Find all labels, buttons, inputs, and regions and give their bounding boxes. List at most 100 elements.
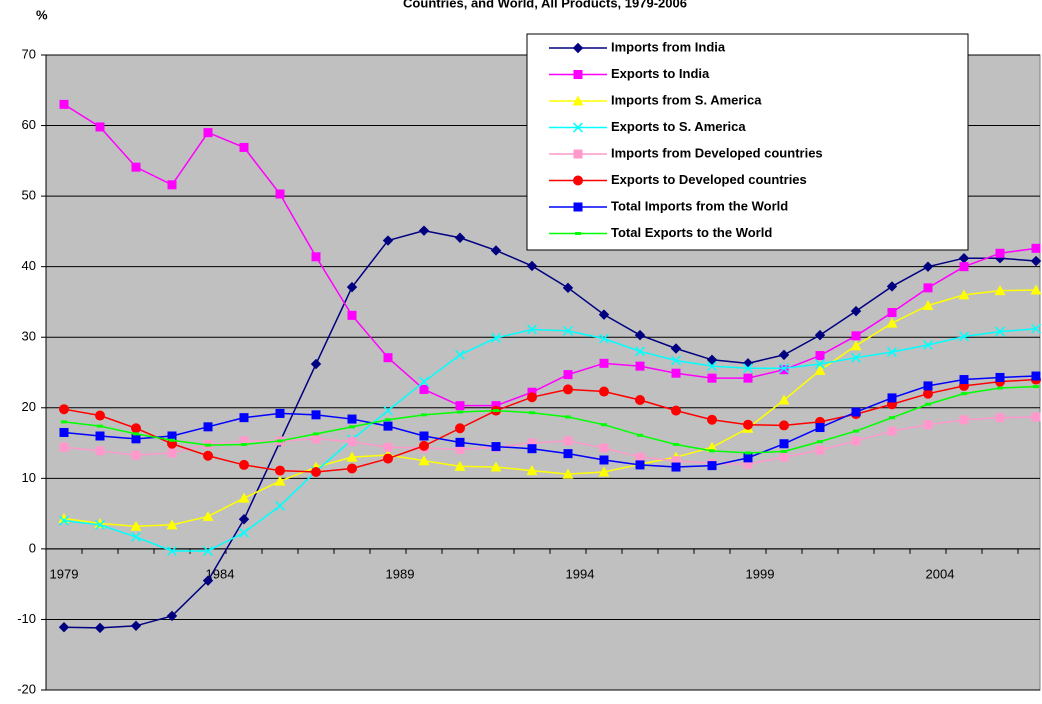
data-point [526,324,538,335]
data-point [529,411,535,415]
data-point [347,414,357,424]
data-point [599,443,609,453]
data-point [347,463,357,474]
data-point [167,180,177,190]
legend-label: Total Imports from the World [611,198,788,213]
data-point [94,622,106,634]
data-point [130,531,142,542]
data-point [601,423,607,427]
data-point [455,423,465,434]
data-point [562,468,574,479]
data-point [275,408,285,418]
legend-marker [572,122,584,133]
data-point [635,361,645,371]
data-point [599,358,609,368]
data-point [743,419,753,430]
data-point [241,442,247,446]
data-point [202,545,214,557]
data-point [670,355,682,366]
data-point [778,394,790,405]
data-point [851,331,861,341]
data-point [995,413,1005,423]
legend-marker [573,149,583,159]
data-point [311,410,321,420]
data-point [923,388,933,399]
data-point [995,372,1005,382]
data-point [563,436,573,446]
data-point [490,461,502,472]
data-point [563,370,573,380]
data-point [635,395,645,406]
data-point [95,410,105,421]
data-point [310,358,322,370]
data-point [419,440,429,451]
legend-marker [575,232,581,235]
data-point [961,392,967,396]
data-point [886,317,898,328]
data-point [994,326,1006,337]
data-point [313,432,319,436]
data-point [274,500,286,511]
x-tick-label: 1984 [206,566,235,581]
data-point [454,460,466,471]
data-point [97,424,103,428]
data-point [997,386,1003,390]
legend-label: Exports to India [611,66,710,81]
data-point [238,492,250,503]
data-point [95,431,105,441]
series-line [63,385,1037,454]
data-point [311,252,321,262]
data-point [527,444,537,454]
data-point [275,189,285,199]
data-point [707,461,717,471]
y-tick-label: 40 [22,258,36,273]
y-tick-label: 10 [22,470,36,485]
legend-label: Imports from India [611,39,726,54]
legend-marker [573,70,583,79]
data-point [239,413,249,423]
y-axis-label: % [36,7,48,22]
x-tick-label: 1979 [50,566,79,581]
data-point [239,459,249,470]
data-point [418,376,430,387]
data-point [526,260,538,272]
data-point [922,261,934,272]
data-point [886,281,898,292]
data-point [131,434,141,444]
data-point [707,414,717,425]
data-point [1033,385,1039,389]
legend-marker [572,95,584,106]
data-point [1031,243,1041,253]
data-point [238,527,250,538]
series-line [63,289,1037,528]
data-point [490,245,502,256]
data-point [563,384,573,395]
data-point [133,432,139,436]
data-point [457,410,463,414]
data-point [203,128,213,138]
data-point [202,575,214,586]
data-point [383,442,393,452]
y-tick-label: -20 [17,681,36,696]
legend-label: Exports to S. America [611,119,746,134]
data-point [130,620,142,632]
data-point [814,329,826,341]
data-point [779,452,789,462]
series-line [63,416,1037,465]
data-point [94,519,106,530]
legend-box [526,33,969,251]
data-point [995,248,1005,258]
data-point [131,162,141,172]
data-point [421,413,427,417]
data-point [419,431,429,441]
data-point [958,331,970,342]
x-tick-label: 1999 [746,566,775,581]
data-point [418,455,430,466]
x-tick-label: 1994 [566,566,595,581]
data-point [671,405,681,416]
data-point [166,610,178,622]
data-point [994,285,1006,296]
data-point [779,420,789,431]
data-point [491,442,501,452]
data-point [815,445,825,455]
